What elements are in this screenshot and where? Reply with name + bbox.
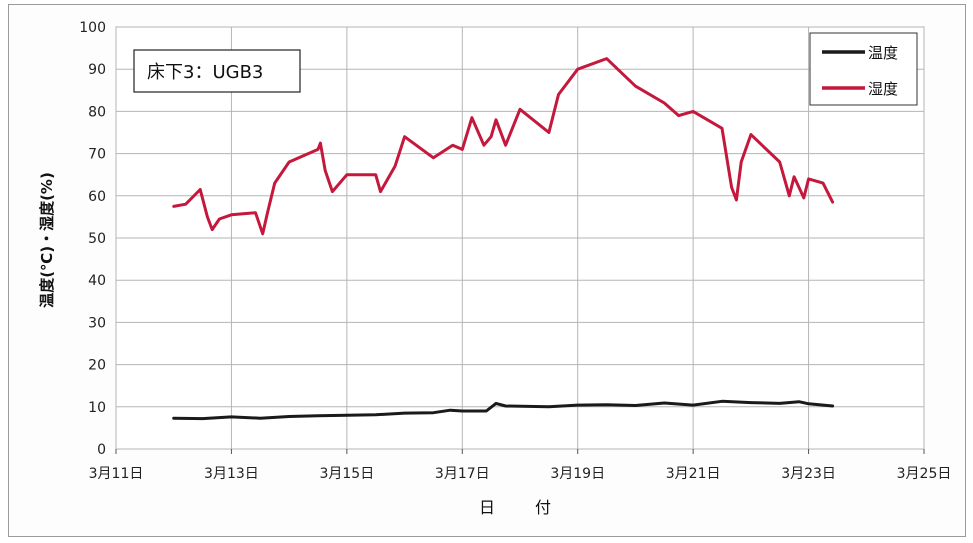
x-tick-label: 3月19日 — [550, 466, 605, 482]
y-tick-label: 50 — [88, 231, 106, 247]
y-tick-label: 80 — [88, 104, 106, 120]
y-tick-label: 40 — [88, 273, 106, 289]
grid — [115, 26, 925, 454]
y-tick-label: 90 — [88, 62, 106, 78]
y-tick-labels: 0 10 20 30 40 50 60 70 80 90 100 — [79, 20, 106, 458]
chart-title: 床下3：UGB3 — [147, 62, 263, 83]
temperature-line — [172, 399, 835, 421]
x-tick-label: 3月25日 — [897, 466, 952, 482]
y-tick-label: 20 — [88, 358, 106, 374]
x-tick-label: 3月17日 — [435, 466, 490, 482]
x-tick-label: 3月11日 — [89, 466, 144, 482]
x-tick-label: 3月21日 — [666, 466, 721, 482]
y-tick-label: 60 — [88, 189, 106, 205]
y-tick-label: 30 — [88, 315, 106, 331]
series-lines — [172, 57, 835, 421]
y-tick-label: 70 — [88, 147, 106, 163]
inset-title-box: 床下3：UGB3 — [133, 49, 301, 93]
x-tick-label: 3月23日 — [781, 466, 836, 482]
y-axis-title: 温度(℃)・湿度(%) — [38, 172, 56, 308]
legend-label-temperature: 温度 — [868, 44, 898, 62]
humidity-line — [172, 57, 835, 236]
y-tick-label: 0 — [97, 442, 106, 458]
x-tick-labels: 3月11日 3月13日 3月15日 3月17日 3月19日 3月21日 3月23日 3月25日 — [89, 466, 952, 482]
y-tick-label: 100 — [79, 20, 106, 36]
x-axis-title: 日 付 — [479, 498, 563, 517]
y-tick-label: 10 — [88, 400, 106, 416]
legend-label-humidity: 湿度 — [868, 80, 898, 98]
x-tick-label: 3月15日 — [319, 466, 374, 482]
x-tick-label: 3月13日 — [204, 466, 259, 482]
legend: 温度 湿度 — [809, 32, 918, 106]
